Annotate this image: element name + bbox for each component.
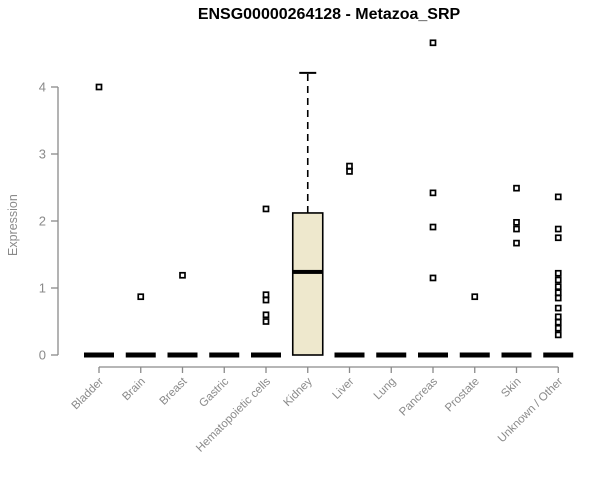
y-tick-label: 1 xyxy=(39,281,46,296)
outlier-point xyxy=(554,313,562,321)
zero-bar xyxy=(125,352,156,358)
outlier-point xyxy=(554,269,562,277)
y-tick-label: 4 xyxy=(39,80,46,95)
outlier-point xyxy=(262,296,270,304)
outlier-point xyxy=(429,39,437,47)
zero-bar xyxy=(209,352,240,358)
outlier-point xyxy=(346,168,353,175)
x-category-label: Prostate xyxy=(443,376,482,415)
zero-bar xyxy=(418,352,448,358)
zero-bar xyxy=(84,352,114,358)
outlier-point xyxy=(262,318,270,325)
x-category-label: Liver xyxy=(331,376,357,402)
x-category-label: Bladder xyxy=(70,376,107,413)
y-tick-label: 3 xyxy=(39,147,46,162)
outlier-point xyxy=(554,324,562,332)
y-tick-label: 0 xyxy=(39,348,46,363)
outlier-point xyxy=(554,294,562,302)
x-category-label: Skin xyxy=(499,376,523,400)
outlier-point xyxy=(513,225,520,233)
outlier-point xyxy=(554,318,562,326)
box-body xyxy=(291,212,324,356)
zero-bar xyxy=(543,352,574,358)
x-category-label: Kidney xyxy=(282,375,316,409)
x-category-label: Brain xyxy=(120,376,147,403)
outlier-point xyxy=(554,276,562,284)
x-category-label: Gastric xyxy=(197,375,231,409)
box-median xyxy=(292,269,323,274)
outlier-point xyxy=(346,162,353,170)
x-category-label: Hematopoietic cells xyxy=(194,375,273,454)
zero-bar xyxy=(501,352,532,358)
outlier-point xyxy=(554,193,562,201)
outlier-point xyxy=(262,311,270,319)
outlier-point xyxy=(513,239,520,247)
x-category-label: Pancreas xyxy=(397,375,440,418)
outlier-point xyxy=(554,289,562,297)
outlier-point xyxy=(95,83,103,91)
outlier-point xyxy=(554,234,562,242)
zero-bar xyxy=(376,352,407,358)
outlier-point xyxy=(429,274,437,282)
outlier-point xyxy=(513,184,520,192)
outlier-point xyxy=(554,283,562,291)
outlier-point xyxy=(513,218,520,226)
outlier-point xyxy=(554,225,562,233)
zero-bar xyxy=(334,352,365,358)
x-category-label: Breast xyxy=(158,375,191,408)
outlier-point xyxy=(137,293,145,301)
zero-bar xyxy=(251,352,281,358)
zero-bar xyxy=(167,352,198,358)
outlier-point xyxy=(179,271,186,279)
outlier-point xyxy=(262,205,270,213)
outlier-point xyxy=(429,189,437,197)
chart-title: ENSG00000264128 - Metazoa_SRP xyxy=(197,6,461,23)
outlier-point xyxy=(262,291,270,299)
outlier-point xyxy=(554,331,562,339)
outlier-point xyxy=(554,304,562,312)
zero-bar xyxy=(459,352,490,358)
y-tick-label: 2 xyxy=(39,214,46,229)
x-category-label: Lung xyxy=(372,376,399,403)
outlier-point xyxy=(429,223,437,231)
outlier-point xyxy=(471,293,479,301)
